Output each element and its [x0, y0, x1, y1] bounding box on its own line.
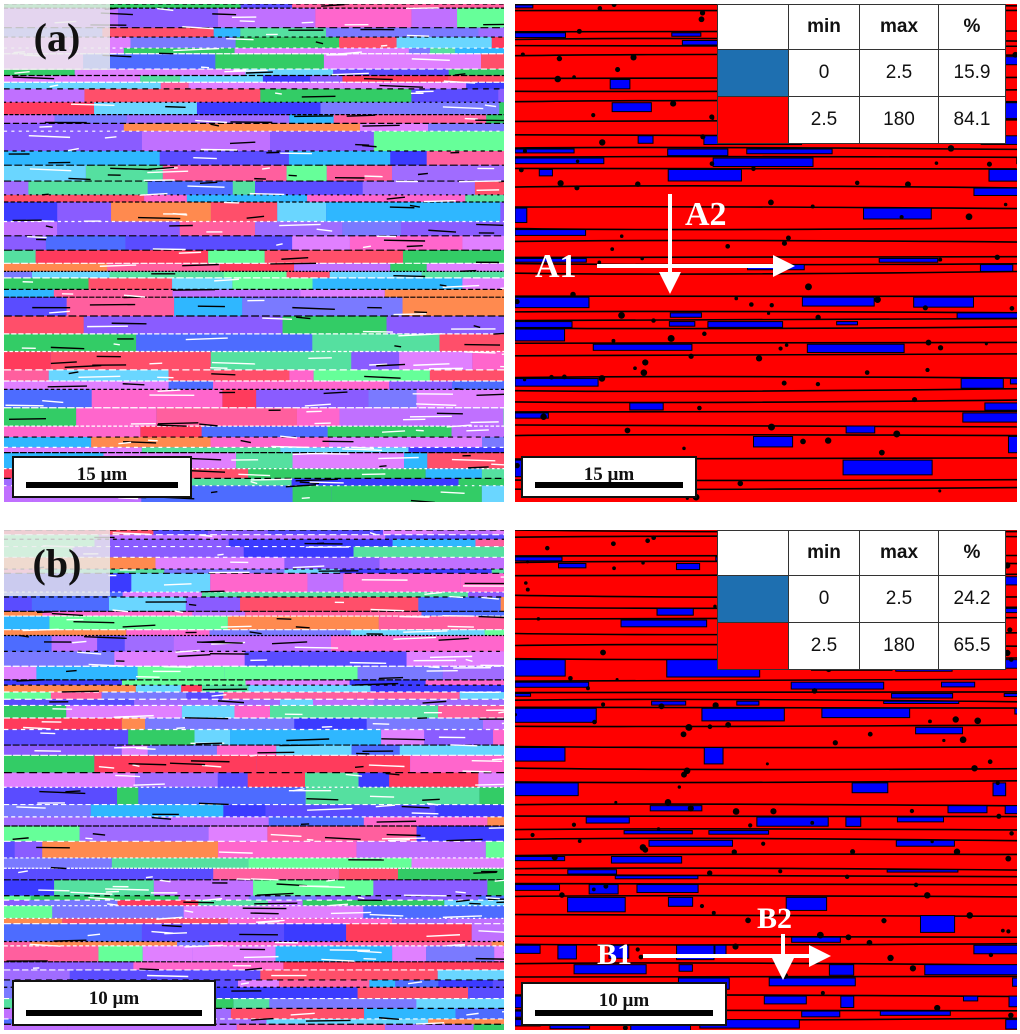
kam-table-b-min-low: 0: [788, 575, 860, 623]
kam-table-a-pct-low: 15.9: [938, 49, 1006, 97]
arrows-a: [597, 194, 795, 294]
arrow-b1-head: [809, 945, 831, 967]
ipf-map-a-image: [4, 4, 504, 502]
kam-table-a-max-high: 180: [859, 96, 939, 144]
kam-table-a-swatch-high: [717, 96, 789, 144]
arrow-a1-head: [773, 255, 795, 277]
kam-table-a-pct-header: %: [938, 4, 1006, 50]
kam-table-b-max-header: max: [859, 530, 939, 576]
kam-table-a-swatch-low: [717, 49, 789, 97]
scalebar-kam-a-bar: [535, 482, 683, 488]
kam-map-b: min max % 0 2.5 24.2 2.5 180 65.5 B1 B2 …: [515, 530, 1017, 1030]
annotation-a2: A2: [685, 196, 727, 233]
kam-table-a-row-low: 0 2.5 15.9: [717, 49, 1006, 97]
scalebar-ipf-a-label: 15 µm: [76, 464, 128, 485]
kam-table-b-swatch-high: [717, 622, 789, 670]
kam-table-a-row-high: 2.5 180 84.1: [717, 96, 1006, 144]
scalebar-kam-b: 10 µm: [521, 982, 727, 1026]
kam-table-b-pct-high: 65.5: [938, 622, 1006, 670]
arrow-b2-head: [772, 958, 794, 980]
kam-table-b: min max % 0 2.5 24.2 2.5 180 65.5: [717, 530, 1006, 670]
arrows-b: [643, 934, 831, 980]
scalebar-ipf-b-bar: [26, 1010, 202, 1016]
kam-table-a-pct-high: 84.1: [938, 96, 1006, 144]
kam-table-b-max-high: 180: [859, 622, 939, 670]
ipf-map-a: (a) 15 µm: [4, 4, 504, 502]
kam-table-b-min-header: min: [788, 530, 860, 576]
scalebar-kam-a: 15 µm: [521, 456, 697, 498]
kam-table-a-min-low: 0: [788, 49, 860, 97]
scalebar-ipf-a: 15 µm: [12, 456, 192, 498]
kam-table-a-header: min max %: [717, 4, 1006, 50]
kam-table-b-pct-header: %: [938, 530, 1006, 576]
annotation-b2: B2: [757, 902, 793, 935]
kam-map-a: min max % 0 2.5 15.9 2.5 180 84.1 A1 A2 …: [515, 4, 1017, 502]
kam-table-b-header: min max %: [717, 530, 1006, 576]
kam-table-b-min-high: 2.5: [788, 622, 860, 670]
panel-label-b: (b): [4, 530, 110, 596]
kam-table-b-row-high: 2.5 180 65.5: [717, 622, 1006, 670]
scalebar-ipf-b-label: 10 µm: [88, 988, 140, 1009]
annotation-b1: B1: [597, 938, 633, 971]
kam-table-b-pct-low: 24.2: [938, 575, 1006, 623]
kam-table-a-min-high: 2.5: [788, 96, 860, 144]
scalebar-ipf-a-bar: [26, 482, 178, 488]
scalebar-ipf-b: 10 µm: [12, 980, 216, 1026]
kam-table-a: min max % 0 2.5 15.9 2.5 180 84.1: [717, 4, 1006, 144]
scalebar-kam-b-bar: [535, 1010, 713, 1016]
scalebar-kam-b-label: 10 µm: [598, 990, 650, 1011]
scalebar-kam-a-label: 15 µm: [583, 464, 635, 485]
kam-table-b-row-low: 0 2.5 24.2: [717, 575, 1006, 623]
ipf-map-b: (b) 10 µm: [4, 530, 504, 1030]
kam-table-a-max-header: max: [859, 4, 939, 50]
arrow-a2-head: [659, 272, 681, 294]
annotation-a1: A1: [535, 248, 577, 285]
panel-label-a: (a): [4, 4, 110, 70]
kam-table-a-max-low: 2.5: [859, 49, 939, 97]
ipf-map-b-image: [4, 530, 504, 1030]
